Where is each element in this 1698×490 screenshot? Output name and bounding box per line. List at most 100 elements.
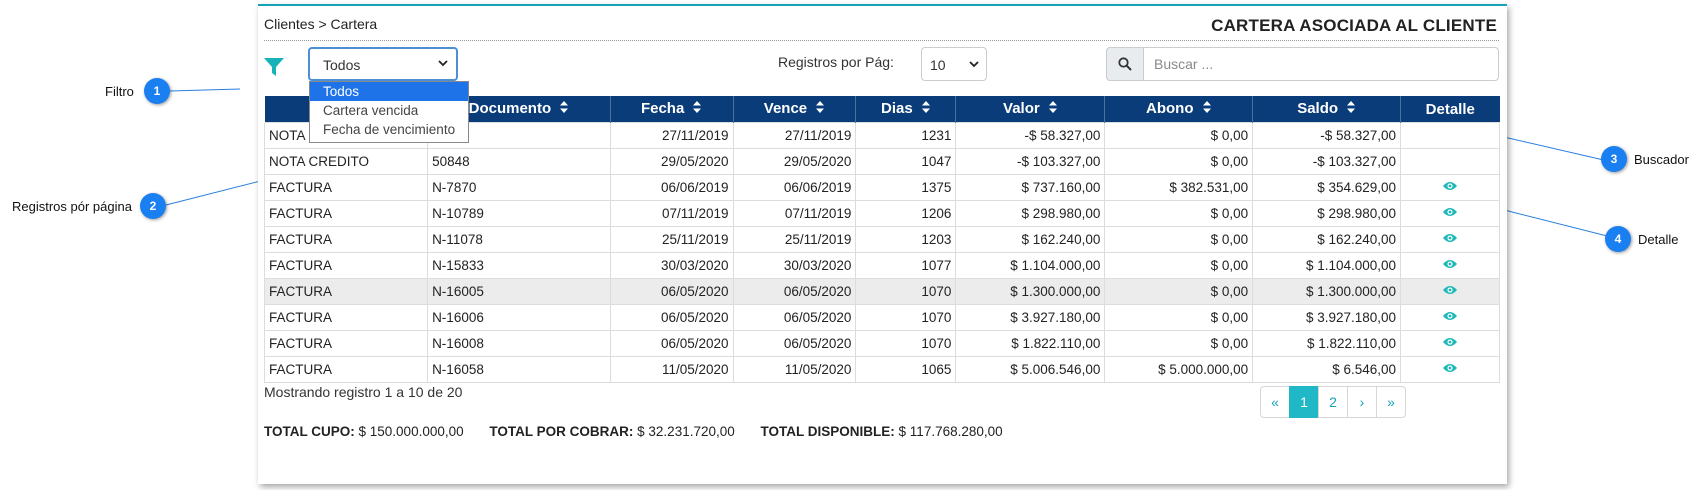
cell-abono: $ 0,00 xyxy=(1104,330,1254,357)
cell-fecha: 29/05/2020 xyxy=(609,148,734,175)
cell-saldo: -$ 103.327,00 xyxy=(1252,148,1402,175)
filter-funnel-icon[interactable] xyxy=(263,56,285,78)
eye-icon[interactable] xyxy=(1442,336,1458,351)
search-input[interactable] xyxy=(1143,47,1499,81)
cell-vence: 27/11/2019 xyxy=(732,122,857,149)
eye-icon[interactable] xyxy=(1442,180,1458,195)
page-1-button[interactable]: 1 xyxy=(1289,386,1319,418)
search-group xyxy=(1106,47,1499,81)
cell-saldo: $ 298.980,00 xyxy=(1252,200,1402,227)
col-header-abono[interactable]: Abono xyxy=(1104,96,1253,123)
eye-icon[interactable] xyxy=(1442,206,1458,221)
cell-vence: 06/05/2020 xyxy=(732,278,857,305)
cell-abono: $ 382.531,00 xyxy=(1104,174,1254,201)
records-summary: Mostrando registro 1 a 10 de 20 xyxy=(264,384,463,400)
cell-tipo: FACTURA xyxy=(263,252,429,279)
cell-detalle xyxy=(1400,330,1500,357)
table-row: FACTURA N-11078 25/11/2019 25/11/2019 1203 $ … xyxy=(263,226,1500,253)
cell-abono: $ 5.000.000,00 xyxy=(1104,356,1254,383)
cell-doc: N-10789 xyxy=(427,200,611,227)
page-2-button[interactable]: 2 xyxy=(1318,386,1348,418)
cell-doc: N-16058 xyxy=(427,356,611,383)
sort-arrows-icon xyxy=(559,100,569,118)
eye-icon[interactable] xyxy=(1442,258,1458,273)
callout-4-label: Detalle xyxy=(1638,232,1679,247)
table-row: FACTURA N-7870 06/06/2019 06/06/2019 1375 $ 7… xyxy=(263,174,1500,201)
records-per-page-select[interactable]: 10 xyxy=(921,47,987,81)
cell-valor: $ 162.240,00 xyxy=(955,226,1106,253)
cell-detalle xyxy=(1400,356,1500,383)
cell-saldo: -$ 58.327,00 xyxy=(1252,122,1402,149)
cell-doc: N-16006 xyxy=(427,304,611,331)
cell-abono: $ 0,00 xyxy=(1104,200,1254,227)
table-row: FACTURA N-10789 07/11/2019 07/11/2019 1206 $ … xyxy=(263,200,1500,227)
table-row: FACTURA N-16005 06/05/2020 06/05/2020 1070 $ … xyxy=(263,278,1500,305)
cell-doc: N-11078 xyxy=(427,226,611,253)
filter-option-todos[interactable]: Todos xyxy=(310,82,468,101)
cell-valor: $ 5.006.546,00 xyxy=(955,356,1106,383)
page-next-button[interactable]: › xyxy=(1347,386,1377,418)
cell-tipo: FACTURA xyxy=(263,304,429,331)
sort-arrows-icon xyxy=(1202,100,1212,118)
total-cupo-label: TOTAL CUPO: xyxy=(264,424,355,439)
cell-tipo: FACTURA xyxy=(263,330,429,357)
eye-icon[interactable] xyxy=(1442,284,1458,299)
cell-fecha: 06/05/2020 xyxy=(609,330,734,357)
cell-tipo: FACTURA xyxy=(263,278,429,305)
cell-detalle xyxy=(1400,200,1500,227)
cell-dias: 1375 xyxy=(855,174,957,201)
cell-detalle xyxy=(1400,252,1500,279)
cell-vence: 29/05/2020 xyxy=(732,148,857,175)
filter-option-fecha-vencimiento[interactable]: Fecha de vencimiento xyxy=(323,122,456,137)
chevron-down-icon xyxy=(969,61,979,68)
cell-doc: N-7870 xyxy=(427,174,611,201)
col-header-fecha[interactable]: Fecha xyxy=(609,96,734,123)
sort-arrows-icon xyxy=(1346,100,1356,118)
cell-tipo: FACTURA xyxy=(263,356,429,383)
cell-fecha: 27/11/2019 xyxy=(609,122,734,149)
cell-doc: N-16005 xyxy=(427,278,611,305)
cell-dias: 1070 xyxy=(855,278,957,305)
cell-dias: 1203 xyxy=(855,226,957,253)
eye-icon[interactable] xyxy=(1442,362,1458,377)
cell-tipo: NOTA CREDITO xyxy=(263,148,429,175)
col-header-saldo[interactable]: Saldo xyxy=(1252,96,1401,123)
search-button[interactable] xyxy=(1106,47,1144,81)
cartera-table: C Documento Fecha Vence Dias Valor Abono… xyxy=(263,96,1500,383)
page-first-button[interactable]: « xyxy=(1260,386,1290,418)
col-header-dias[interactable]: Dias xyxy=(855,96,956,123)
col-header-vence[interactable]: Vence xyxy=(732,96,856,123)
table-row: FACTURA N-16008 06/05/2020 06/05/2020 1070 $ … xyxy=(263,330,1500,357)
cell-doc: 50848 xyxy=(427,148,611,175)
cell-saldo: $ 1.104.000,00 xyxy=(1252,252,1402,279)
cell-detalle xyxy=(1400,148,1500,175)
cell-vence: 11/05/2020 xyxy=(732,356,857,383)
col-header-valor[interactable]: Valor xyxy=(955,96,1105,123)
sort-arrows-icon xyxy=(1048,100,1058,118)
page-last-button[interactable]: » xyxy=(1376,386,1406,418)
eye-icon[interactable] xyxy=(1442,310,1458,325)
cell-dias: 1070 xyxy=(855,330,957,357)
cell-valor: $ 3.927.180,00 xyxy=(955,304,1106,331)
cell-detalle xyxy=(1400,278,1500,305)
sort-arrows-icon xyxy=(692,100,702,118)
cell-tipo: FACTURA xyxy=(263,200,429,227)
cell-saldo: $ 354.629,00 xyxy=(1252,174,1402,201)
eye-icon[interactable] xyxy=(1442,232,1458,247)
cell-valor: $ 737.160,00 xyxy=(955,174,1106,201)
filter-option-cartera-vencida[interactable]: Cartera vencida xyxy=(323,103,419,118)
total-disponible-value: $ 117.768.280,00 xyxy=(898,424,1003,439)
filter-select[interactable]: Todos xyxy=(308,47,458,81)
cell-dias: 1070 xyxy=(855,304,957,331)
table-row: FACTURA N-16006 06/05/2020 06/05/2020 1070 $ … xyxy=(263,304,1500,331)
cell-saldo: $ 6.546,00 xyxy=(1252,356,1402,383)
breadcrumb[interactable]: Clientes > Cartera xyxy=(264,16,378,32)
search-icon xyxy=(1118,57,1132,71)
callout-4-badge: 4 xyxy=(1605,226,1631,252)
sort-arrows-icon xyxy=(921,100,931,118)
cell-saldo: $ 1.300.000,00 xyxy=(1252,278,1402,305)
records-per-page-value: 10 xyxy=(930,57,946,73)
callout-3-label: Buscador xyxy=(1634,152,1689,167)
total-cupo-value: $ 150.000.000,00 xyxy=(358,424,464,439)
cell-abono: $ 0,00 xyxy=(1104,252,1254,279)
